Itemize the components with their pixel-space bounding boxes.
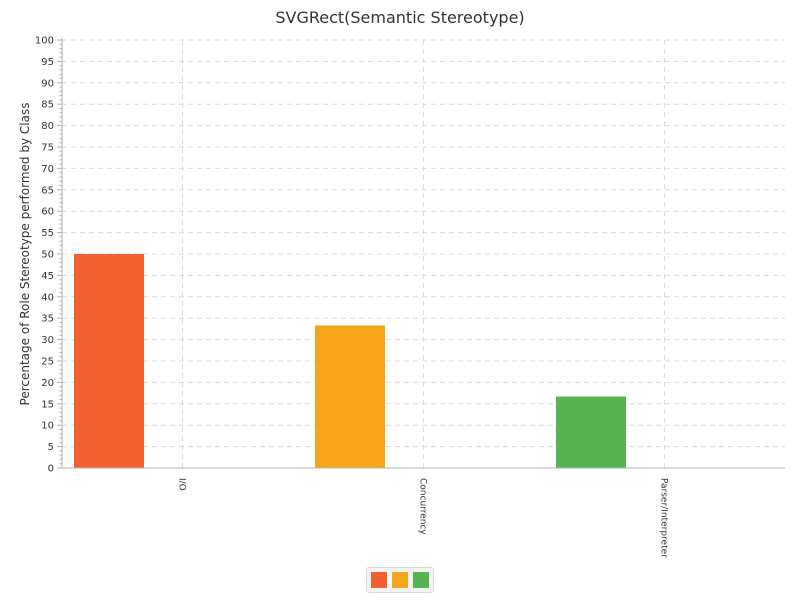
y-tick-label: 95 [41, 57, 54, 68]
legend-swatch [413, 572, 429, 588]
y-tick-label: 40 [41, 292, 54, 303]
y-tick-label: 70 [41, 164, 54, 175]
y-tick-label: 35 [41, 314, 54, 325]
legend-swatch [392, 572, 408, 588]
y-tick-label: 85 [41, 100, 54, 111]
axes [57, 38, 785, 469]
bar-parser-interpreter [556, 396, 626, 468]
x-tick-label: I/O [177, 478, 187, 491]
y-tick-label: 90 [41, 78, 54, 89]
y-tick-label: 65 [41, 185, 54, 196]
chart-title: SVGRect(Semantic Stereotype) [275, 8, 524, 27]
y-tick-label: 50 [41, 250, 54, 261]
y-tick-label: 20 [41, 378, 54, 389]
y-tick-label: 25 [41, 357, 54, 368]
y-tick-label: 55 [41, 228, 54, 239]
y-tick-label: 45 [41, 271, 54, 282]
y-tick-label: 100 [35, 36, 54, 47]
y-tick-label: 5 [48, 442, 54, 453]
grid-lines [62, 39, 785, 468]
y-tick-label: 75 [41, 143, 54, 154]
x-tick-label: Concurrency [418, 478, 428, 535]
legend-swatch [371, 572, 387, 588]
legend [366, 567, 434, 593]
y-tick-label: 10 [41, 421, 54, 432]
y-tick-label: 60 [41, 207, 54, 218]
bar-concurrency [315, 325, 385, 468]
bars [74, 254, 626, 468]
axis-tick-labels: 0 5 10 15 20 25 30 35 40 45 50 55 60 65 70 75 80 85 90 95 10… [35, 36, 669, 559]
x-tick-label: Parser/Interpreter [659, 478, 669, 558]
y-tick-label: 15 [41, 399, 54, 410]
y-tick-label: 0 [48, 464, 54, 475]
y-axis-label: Percentage of Role Stereotype performed … [18, 103, 32, 406]
y-tick-label: 30 [41, 335, 54, 346]
y-tick-label: 80 [41, 121, 54, 132]
bar-i-o [74, 254, 144, 468]
